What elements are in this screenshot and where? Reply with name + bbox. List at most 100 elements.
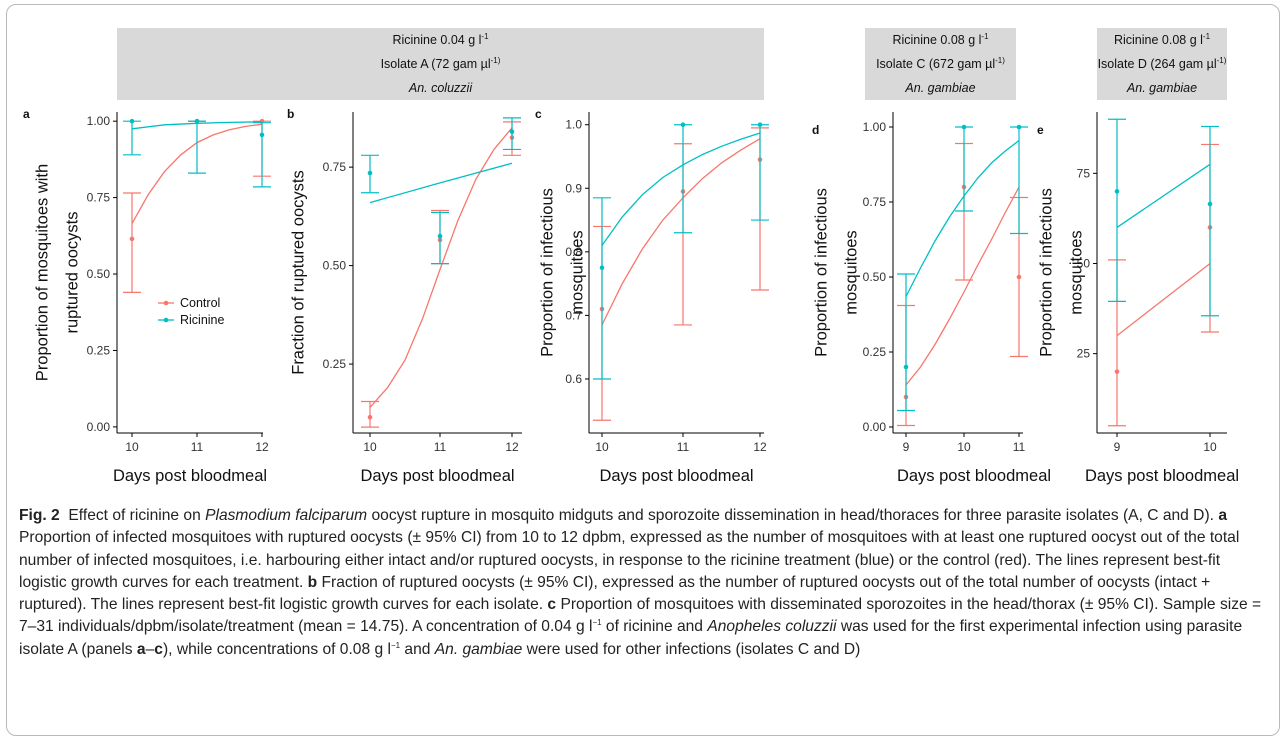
data-point-ricinine [1114,189,1120,194]
x-tick-label: 10 [595,440,609,454]
fit-curve-ricinine [369,162,513,204]
panel-label-a: a [23,107,30,121]
caption-b-text: Fraction of ruptured oocysts (± 95% CI),… [19,573,1211,614]
data-point-ricinine [903,364,909,370]
data-point-ricinine [1016,124,1022,130]
caption-species3: An. gambiae [434,640,523,658]
figure-frame [6,4,1280,736]
y-tick-label: 1.00 [87,114,111,128]
caption-a-text: Proportion of infected mosquitoes with r… [19,529,1240,591]
x-tick-label: 12 [255,440,269,454]
figure-caption: Fig. 2 Effect of ricinine on Plasmodium … [19,505,1267,661]
fit-curve-control [369,127,513,408]
caption-sup2: −1 [390,640,401,650]
y-tick-label: 0.25 [87,343,111,357]
data-point-ricinine [680,122,686,128]
strip-isolate-c: Ricinine 0.08 g l-1 Isolate C (672 gam µ… [865,28,1016,100]
x-tick-label: 10 [957,440,971,454]
strip-a-line1: Ricinine 0.04 g l-1 [392,31,489,47]
x-axis-label: Days post bloodmeal [897,467,1051,485]
fit-curve-ricinine [601,132,761,246]
panel-e: e 25 50 75 9 10 Days post bloodmeal Proportion … [1037,112,1239,485]
caption-panels-a: a [136,640,146,658]
strip-a-line3: An. coluzzii [408,81,473,95]
data-point-control [1016,274,1022,280]
panel-label-c: c [535,107,542,121]
data-point-ricinine [599,265,605,271]
caption-species2: Anopheles coluzzii [707,618,837,636]
panel-label-b: b [287,107,294,121]
caption-intro: Effect of ricinine on [68,507,206,524]
x-axis-label: Days post bloodmeal [113,467,267,485]
caption-fig-label: Fig. 2 [19,507,60,524]
y-tick-label: 0.7 [565,308,582,322]
fit-curve-ricinine [1116,163,1211,228]
legend: Control Ricinine [158,296,225,327]
y-tick-label: 0.75 [863,195,887,209]
data-point-ricinine [757,122,763,128]
caption-panels-c: c [154,640,163,658]
x-tick-label: 11 [1013,440,1026,454]
caption-c-text2: of ricinine and [601,618,708,636]
fit-curve-control [905,186,1020,386]
x-axis-label: Days post bloodmeal [360,467,514,485]
data-point-control [129,236,135,242]
x-tick-label: 11 [677,440,690,454]
y-tick-label: 0.75 [87,191,111,205]
x-tick-label: 10 [363,440,377,454]
y-tick-label: 0.50 [87,267,111,281]
figure-plots: a 0.00 0.25 0.50 0.75 1.00 10 11 12 Days post blo… [23,107,1239,485]
data-point-ricinine [129,118,135,124]
panel-a: a 0.00 0.25 0.50 0.75 1.00 10 11 12 Days post blo… [23,107,271,485]
caption-intro2: oocyst rupture in mosquito midguts and s… [367,507,1219,524]
y-axis-label: ruptured oocysts [63,212,81,334]
caption-c-text4: ), while concentrations of 0.08 g l [162,640,391,658]
x-axis-label: Days post bloodmeal [1085,467,1239,485]
x-tick-label: 10 [125,440,139,454]
x-tick-label: 12 [505,440,519,454]
data-point-control [1114,369,1120,374]
caption-c-text3: was used for the first experimental infe… [19,618,1243,658]
caption-b-label: b [307,573,318,591]
data-point-ricinine [194,118,200,124]
caption-c-label: c [547,596,557,614]
strip-d-line1: Ricinine 0.08 g l-1 [1113,31,1211,47]
caption-dash: – [145,640,155,658]
fit-curve-control [1116,262,1211,337]
strip-a-line2: Isolate A (72 gam µl-1) [380,55,501,71]
strip-isolate-d: Ricinine 0.08 g l-1 Isolate D (264 gam µ… [1097,28,1227,100]
caption-c-text5: and [400,640,435,658]
data-point-ricinine [259,132,265,138]
panel-label-e: e [1037,123,1044,137]
panel-b: b 0.25 0.50 0.75 10 11 12 Days post bloodmeal Fr… [287,107,522,485]
data-point-ricinine [1207,201,1213,207]
y-tick-label: 25 [1077,347,1091,361]
data-point-control [367,414,373,420]
x-tick-label: 9 [1114,440,1121,454]
y-tick-label: 0.50 [863,270,887,284]
y-tick-label: 0.00 [863,420,887,434]
x-tick-label: 12 [753,440,767,454]
x-tick-label: 9 [903,440,910,454]
y-tick-label: 75 [1077,166,1091,180]
y-axis-label: Proportion of mosquitoes with [33,164,51,381]
data-point-ricinine [437,233,443,239]
legend-key-point [163,317,169,323]
caption-c-text6: were used for other infections (isolates… [522,640,861,658]
y-axis-label: Fraction of ruptured oocysts [289,170,307,375]
y-axis-label: mosquitoes [568,230,586,314]
data-point-ricinine [367,170,373,176]
panel-d: d 0.00 0.25 0.50 0.75 1.00 9 10 11 Days post bloo… [812,112,1051,485]
y-axis-label: mosquitoes [842,230,860,314]
data-point-ricinine [961,124,967,130]
y-tick-label: 0.6 [565,372,582,386]
strip-c-line2: Isolate C (672 gam µl-1) [876,55,1005,71]
y-axis-label: Proportion of infectious [1037,188,1055,357]
caption-sup1: −1 [592,618,602,628]
strip-d-line3: An. gambiae [1126,81,1198,95]
legend-label: Control [180,296,220,310]
y-tick-label: 0.50 [323,259,347,273]
x-tick-label: 11 [434,440,447,454]
y-axis-label: Proportion of infectious [538,188,556,357]
